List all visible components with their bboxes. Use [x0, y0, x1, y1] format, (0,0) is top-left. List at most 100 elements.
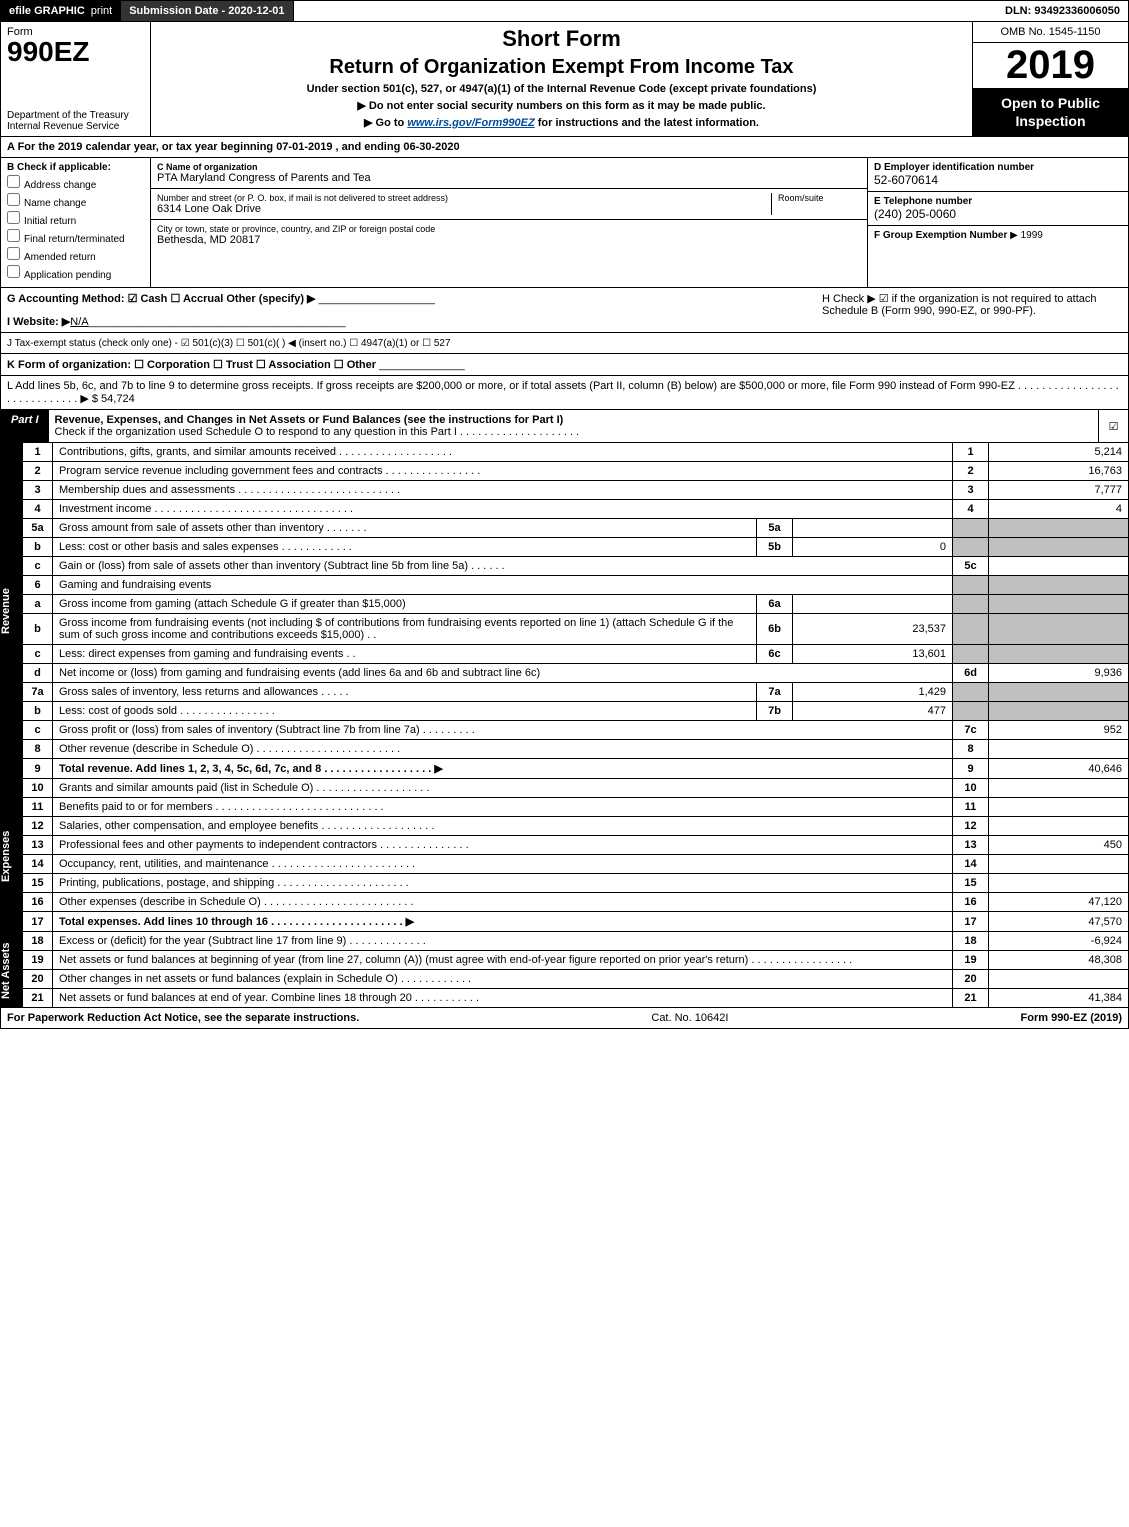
- chk-application-pending[interactable]: Application pending: [7, 265, 144, 281]
- efile-label: efile GRAPHIC: [9, 5, 85, 17]
- main-title: Return of Organization Exempt From Incom…: [329, 56, 793, 79]
- line-2: 2Program service revenue including gover…: [23, 462, 1129, 481]
- part1-tag: Part I: [1, 410, 49, 442]
- chk-amended-return[interactable]: Amended return: [7, 247, 144, 263]
- e-label: E Telephone number: [874, 196, 1122, 207]
- chk-initial-return[interactable]: Initial return: [7, 211, 144, 227]
- subtitle: Under section 501(c), 527, or 4947(a)(1)…: [307, 83, 817, 95]
- line-11: 11Benefits paid to or for members . . . …: [23, 798, 1129, 817]
- omb-number: OMB No. 1545-1150: [973, 22, 1128, 43]
- info-grid: B Check if applicable: Address change Na…: [0, 158, 1129, 288]
- tax-exempt-status: J Tax-exempt status (check only one) - ☑…: [7, 338, 451, 349]
- line-19: 19Net assets or fund balances at beginni…: [23, 951, 1129, 970]
- department: Department of the Treasury Internal Reve…: [7, 110, 144, 132]
- section-b-label: B Check if applicable:: [7, 162, 144, 173]
- c-street-label: Number and street (or P. O. box, if mail…: [157, 193, 771, 203]
- part1-title: Revenue, Expenses, and Changes in Net As…: [49, 410, 1098, 442]
- line-6d: dNet income or (loss) from gaming and fu…: [23, 664, 1129, 683]
- line-6c: cLess: direct expenses from gaming and f…: [23, 645, 1129, 664]
- form-of-organization: K Form of organization: ☐ Corporation ☐ …: [7, 359, 376, 371]
- chk-name-change[interactable]: Name change: [7, 193, 144, 209]
- net-assets-tab: Net Assets: [0, 932, 22, 1008]
- c-name-value: PTA Maryland Congress of Parents and Tea: [157, 172, 861, 184]
- line-21: 21Net assets or fund balances at end of …: [23, 989, 1129, 1008]
- section-l: L Add lines 5b, 6c, and 7b to line 9 to …: [0, 376, 1129, 410]
- line-8: 8Other revenue (describe in Schedule O) …: [23, 740, 1129, 759]
- print-link[interactable]: print: [91, 5, 112, 17]
- section-h: H Check ▶ ☑ if the organization is not r…: [822, 292, 1122, 328]
- top-spacer: [294, 1, 998, 21]
- line-4: 4Investment income . . . . . . . . . . .…: [23, 500, 1129, 519]
- line-6: 6Gaming and fundraising events: [23, 576, 1129, 595]
- top-bar: efile GRAPHIC print Submission Date - 20…: [0, 0, 1129, 22]
- line-20: 20Other changes in net assets or fund ba…: [23, 970, 1129, 989]
- line-1: 1Contributions, gifts, grants, and simil…: [23, 443, 1129, 462]
- c-street-value: 6314 Lone Oak Drive: [157, 203, 771, 215]
- line-12: 12Salaries, other compensation, and empl…: [23, 817, 1129, 836]
- f-value: ▶ 1999: [1010, 230, 1043, 241]
- line-7a: 7aGross sales of inventory, less returns…: [23, 683, 1129, 702]
- chk-address-change[interactable]: Address change: [7, 175, 144, 191]
- efile-tag: efile GRAPHIC print: [1, 1, 121, 21]
- footer-cat: Cat. No. 10642I: [651, 1012, 728, 1024]
- section-b: B Check if applicable: Address change Na…: [1, 158, 151, 287]
- section-def: D Employer identification number 52-6070…: [868, 158, 1128, 287]
- net-assets-table: 18Excess or (deficit) for the year (Subt…: [22, 932, 1129, 1008]
- tax-year: 2019: [973, 43, 1128, 88]
- period-row: A For the 2019 calendar year, or tax yea…: [0, 137, 1129, 158]
- part1-header: Part I Revenue, Expenses, and Changes in…: [0, 410, 1129, 443]
- part1-checkbox[interactable]: ☑: [1098, 410, 1128, 442]
- line-10: 10Grants and similar amounts paid (list …: [23, 779, 1129, 798]
- revenue-tab: Revenue: [0, 443, 22, 779]
- c-name-label: C Name of organization: [157, 162, 861, 172]
- d-value: 52-6070614: [874, 173, 1122, 187]
- website-value: N/A: [70, 316, 88, 328]
- line-16: 16Other expenses (describe in Schedule O…: [23, 893, 1129, 912]
- expenses-table: 10Grants and similar amounts paid (list …: [22, 779, 1129, 932]
- header-center: Short Form Return of Organization Exempt…: [151, 22, 973, 136]
- line-15: 15Printing, publications, postage, and s…: [23, 874, 1129, 893]
- f-label: F Group Exemption Number: [874, 230, 1007, 241]
- section-g-h: G Accounting Method: ☑ Cash ☐ Accrual Ot…: [0, 288, 1129, 333]
- footer-left: For Paperwork Reduction Act Notice, see …: [7, 1012, 359, 1024]
- chk-final-return[interactable]: Final return/terminated: [7, 229, 144, 245]
- line-14: 14Occupancy, rent, utilities, and mainte…: [23, 855, 1129, 874]
- line-13: 13Professional fees and other payments t…: [23, 836, 1129, 855]
- open-public: Open to Public Inspection: [973, 88, 1128, 136]
- form-number: 990EZ: [7, 38, 144, 66]
- revenue-table: 1Contributions, gifts, grants, and simil…: [22, 443, 1129, 779]
- line-5b: bLess: cost or other basis and sales exp…: [23, 538, 1129, 557]
- form-header: Form 990EZ Department of the Treasury In…: [0, 22, 1129, 137]
- page-footer: For Paperwork Reduction Act Notice, see …: [0, 1008, 1129, 1029]
- e-value: (240) 205-0060: [874, 207, 1122, 221]
- header-left: Form 990EZ Department of the Treasury In…: [1, 22, 151, 136]
- short-form-title: Short Form: [502, 26, 621, 52]
- line-7c: cGross profit or (loss) from sales of in…: [23, 721, 1129, 740]
- line-9: 9Total revenue. Add lines 1, 2, 3, 4, 5c…: [23, 759, 1129, 779]
- d-label: D Employer identification number: [874, 162, 1122, 173]
- line-6a: aGross income from gaming (attach Schedu…: [23, 595, 1129, 614]
- website-label: I Website: ▶: [7, 316, 70, 328]
- c-room-label: Room/suite: [778, 193, 861, 203]
- footer-right: Form 990-EZ (2019): [1021, 1012, 1122, 1024]
- accounting-method: G Accounting Method: ☑ Cash ☐ Accrual Ot…: [7, 292, 435, 305]
- goto-line: ▶ Go to www.irs.gov/Form990EZ for instru…: [364, 116, 759, 129]
- no-ssn-notice: ▶ Do not enter social security numbers o…: [357, 99, 765, 112]
- c-city-label: City or town, state or province, country…: [157, 224, 861, 234]
- line-17: 17Total expenses. Add lines 10 through 1…: [23, 912, 1129, 932]
- line-6b: bGross income from fundraising events (n…: [23, 614, 1129, 645]
- submission-date: Submission Date - 2020-12-01: [121, 1, 293, 21]
- line-7b: bLess: cost of goods sold . . . . . . . …: [23, 702, 1129, 721]
- line-3: 3Membership dues and assessments . . . .…: [23, 481, 1129, 500]
- c-city-value: Bethesda, MD 20817: [157, 234, 861, 246]
- irs-link[interactable]: www.irs.gov/Form990EZ: [407, 117, 534, 129]
- line-18: 18Excess or (deficit) for the year (Subt…: [23, 932, 1129, 951]
- line-5c: cGain or (loss) from sale of assets othe…: [23, 557, 1129, 576]
- section-j: J Tax-exempt status (check only one) - ☑…: [0, 333, 1129, 354]
- header-right: OMB No. 1545-1150 2019 Open to Public In…: [973, 22, 1128, 136]
- expenses-tab: Expenses: [0, 779, 22, 932]
- section-c: C Name of organization PTA Maryland Cong…: [151, 158, 868, 287]
- dln: DLN: 93492336006050: [997, 1, 1128, 21]
- line-5a: 5aGross amount from sale of assets other…: [23, 519, 1129, 538]
- section-k: K Form of organization: ☐ Corporation ☐ …: [0, 354, 1129, 376]
